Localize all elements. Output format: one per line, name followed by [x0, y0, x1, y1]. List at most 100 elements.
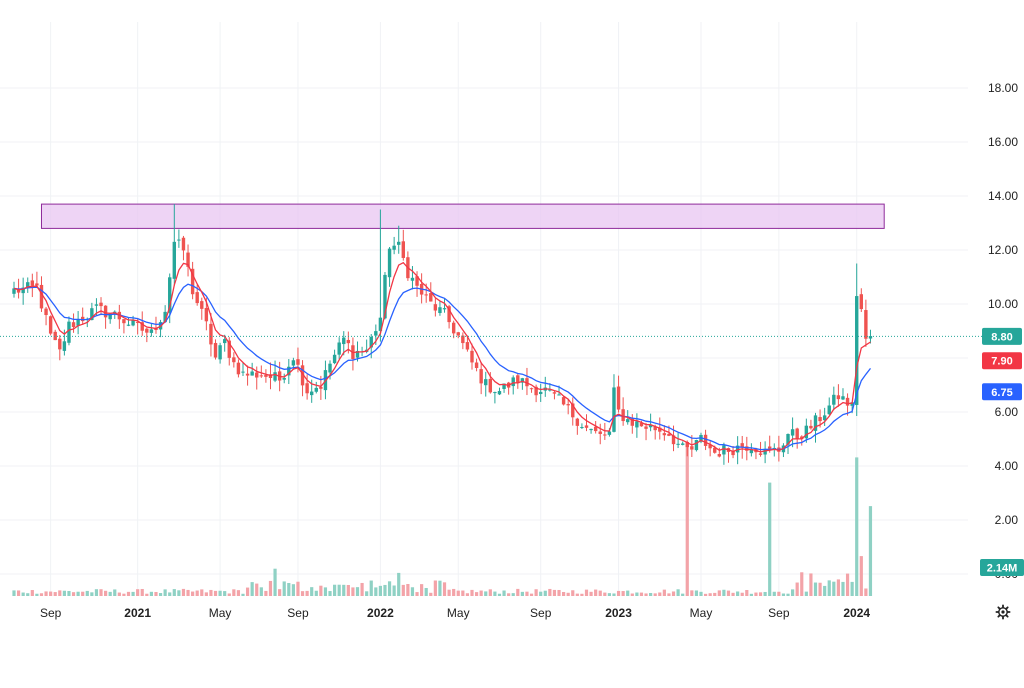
candle-body	[841, 396, 845, 400]
volume-bar	[488, 589, 492, 596]
volume-bar	[259, 587, 263, 596]
candle-body	[429, 293, 433, 302]
gear-tooth	[1005, 606, 1009, 610]
x-tick-label: Sep	[768, 606, 790, 620]
candle-body	[685, 441, 689, 448]
candle-body	[387, 248, 392, 278]
candle-body	[131, 319, 135, 326]
volume-bar	[35, 593, 39, 596]
candle-body	[282, 377, 286, 380]
candle-body	[539, 391, 543, 395]
volume-bar	[795, 582, 799, 596]
volume-bar	[94, 589, 99, 596]
volume-bar	[516, 588, 520, 596]
volume-bar	[497, 593, 502, 596]
candle-body	[90, 308, 94, 321]
candle-body	[397, 241, 401, 245]
volume-bar	[543, 590, 547, 596]
volume-bar	[140, 588, 144, 596]
candle-body	[287, 366, 291, 376]
x-tick-label: 2023	[605, 606, 632, 620]
y-tick-label: 14.00	[988, 189, 1018, 203]
volume-bar	[191, 591, 195, 596]
candle-body	[474, 362, 479, 368]
volume-bar	[845, 573, 850, 596]
candle-body	[103, 305, 108, 318]
candle-body	[612, 387, 616, 432]
volume-bar	[699, 591, 703, 596]
volume-bar	[694, 590, 699, 596]
volume-bar	[768, 482, 772, 596]
volume-bar	[85, 590, 89, 596]
gear-tooth	[1005, 614, 1009, 618]
candle-body	[355, 350, 360, 358]
volume-bar	[781, 593, 786, 596]
candle-body	[703, 434, 708, 446]
volume-bar	[502, 590, 506, 596]
candle-body	[94, 304, 99, 306]
volume-bar	[177, 590, 181, 596]
volume-bar	[616, 590, 621, 596]
candle-body	[484, 379, 488, 386]
candle-body	[630, 418, 634, 426]
volume-bar	[236, 590, 241, 596]
candle-body	[456, 332, 460, 336]
candle-body	[832, 394, 836, 405]
volume-bar	[328, 591, 332, 596]
volume-bar	[104, 590, 108, 596]
candle-body	[621, 409, 625, 422]
candle-body	[809, 425, 813, 429]
volume-bar	[859, 556, 863, 596]
candle-body	[401, 241, 405, 258]
candle-body	[868, 336, 873, 339]
price-tag-last: 8.80	[982, 327, 1022, 345]
volume-bar	[726, 590, 731, 596]
candle-body	[598, 431, 602, 434]
candle-body	[369, 336, 373, 348]
volume-bar	[415, 592, 419, 596]
volume-bar	[163, 589, 167, 596]
volume-bar	[818, 582, 822, 596]
volume-bar	[484, 591, 488, 596]
candle-body	[635, 421, 639, 428]
candle-body	[763, 448, 767, 455]
y-tick-label: 10.00	[988, 297, 1018, 311]
candle-body	[236, 362, 241, 375]
x-tick-label: Sep	[40, 606, 62, 620]
candle-body	[44, 308, 48, 316]
settings-gear-icon[interactable]	[995, 604, 1011, 620]
volume-bar	[113, 589, 117, 596]
candle-body	[410, 277, 415, 281]
volume-bar	[300, 591, 305, 596]
volume-bar	[337, 584, 341, 596]
x-tick-label: May	[447, 606, 470, 620]
candle-body	[451, 322, 456, 334]
volume-bar	[410, 587, 415, 596]
candle-body	[813, 415, 818, 431]
volume-bar	[346, 584, 350, 596]
grid	[0, 22, 968, 596]
volume-bar	[429, 592, 433, 596]
volume-bar	[268, 580, 273, 596]
candle-body	[424, 294, 428, 296]
candle-body	[378, 317, 383, 331]
candles	[12, 204, 873, 465]
y-tick-label: 6.00	[995, 405, 1019, 419]
x-tick-label: Sep	[287, 606, 309, 620]
volume-bar	[690, 590, 694, 596]
volume-bar	[264, 590, 268, 596]
volume-bar	[245, 587, 250, 596]
candle-body	[589, 428, 593, 431]
candle-body	[800, 436, 804, 440]
volume-bar	[630, 593, 634, 596]
candle-body	[438, 307, 442, 314]
candle-body	[511, 377, 515, 387]
candle-body	[264, 374, 268, 377]
candle-body	[713, 447, 717, 453]
x-tick-label: May	[209, 606, 232, 620]
candle-body	[273, 372, 277, 381]
candle-body	[227, 340, 231, 358]
candle-body	[314, 387, 318, 392]
volume-bar	[287, 583, 291, 596]
